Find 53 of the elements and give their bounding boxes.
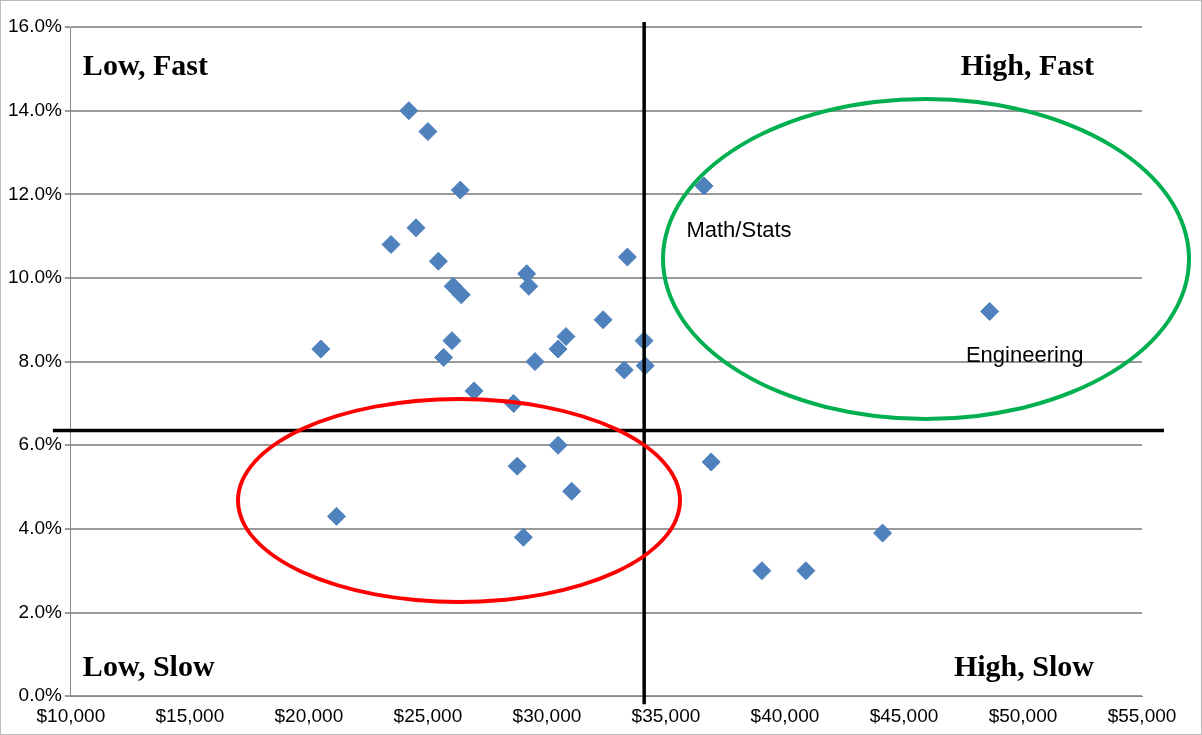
x-tick-label: $25,000 (393, 704, 463, 726)
y-tick-label: 8.0% (18, 349, 62, 371)
point (548, 435, 568, 455)
point (428, 251, 448, 271)
point (507, 456, 527, 476)
annotation: High, Fast (960, 47, 1094, 81)
point (752, 561, 772, 581)
point (525, 352, 545, 372)
point (694, 176, 714, 196)
point (980, 301, 1000, 321)
point (434, 347, 454, 367)
point (562, 481, 582, 501)
y-tick-label: 10.0% (8, 266, 62, 288)
point (381, 234, 401, 254)
point (311, 339, 331, 359)
point (519, 276, 539, 296)
point (701, 452, 721, 472)
x-tick-label: $15,000 (155, 704, 225, 726)
y-tick-label: 0.0% (18, 684, 62, 706)
point (614, 360, 634, 380)
y-tick-label: 4.0% (18, 517, 62, 539)
point (450, 180, 470, 200)
x-tick-label: $45,000 (869, 704, 939, 726)
y-tick-label: 14.0% (8, 98, 62, 120)
annotation: Low, Slow (82, 648, 215, 682)
y-tick-label: 6.0% (18, 433, 62, 455)
point (548, 339, 568, 359)
y-tick-label: 12.0% (8, 182, 62, 204)
y-tick-label: 16.0% (8, 15, 62, 37)
point (513, 527, 533, 547)
point (617, 247, 637, 267)
x-tick-label: $30,000 (512, 704, 582, 726)
point (796, 561, 816, 581)
x-tick-label: $35,000 (631, 704, 701, 726)
y-tick-label: 2.0% (18, 600, 62, 622)
x-tick-label: $55,000 (1107, 704, 1177, 726)
point (406, 218, 426, 238)
point (593, 310, 613, 330)
point (442, 331, 462, 351)
point (556, 327, 576, 347)
annotation: Low, Fast (82, 47, 208, 81)
annotation: High, Slow (953, 648, 1095, 682)
point (418, 122, 438, 142)
point (451, 285, 471, 305)
point (327, 506, 347, 526)
annotation: Math/Stats (686, 217, 792, 242)
x-tick-label: $50,000 (988, 704, 1058, 726)
annotation: Engineering (965, 342, 1084, 368)
x-tick-label: $10,000 (36, 704, 106, 726)
point (399, 101, 419, 121)
x-tick-label: $40,000 (750, 704, 820, 726)
point (873, 523, 893, 543)
x-tick-label: $20,000 (274, 704, 344, 726)
